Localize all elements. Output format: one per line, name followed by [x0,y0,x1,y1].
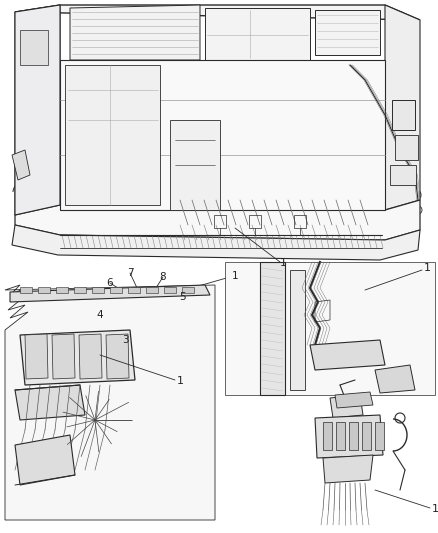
Polygon shape [389,165,415,185]
Polygon shape [65,65,159,205]
Bar [56,287,68,293]
Polygon shape [15,385,85,420]
Bar [164,287,176,293]
Polygon shape [290,270,304,390]
Polygon shape [70,5,200,60]
Polygon shape [322,455,372,483]
Bar [92,287,104,293]
Polygon shape [12,150,30,180]
Bar [20,30,48,65]
Text: 3: 3 [121,335,128,345]
Polygon shape [334,392,372,408]
Polygon shape [384,5,419,210]
Bar [361,422,370,450]
Bar [74,287,86,293]
Polygon shape [52,334,75,379]
Text: 6: 6 [106,278,113,288]
Bar [182,287,194,293]
Text: 7: 7 [127,268,133,278]
Bar [374,422,383,450]
Polygon shape [329,395,362,418]
Polygon shape [12,225,419,260]
Bar [322,422,331,450]
Polygon shape [374,365,414,393]
Polygon shape [5,285,215,520]
Polygon shape [15,435,75,485]
Text: 1: 1 [431,504,438,514]
Bar [38,287,50,293]
Polygon shape [20,330,135,385]
Bar [20,287,32,293]
Polygon shape [25,334,48,379]
Bar [110,287,122,293]
Polygon shape [15,5,419,20]
Polygon shape [309,340,384,370]
Text: 5: 5 [179,292,186,302]
Bar [146,287,158,293]
Text: 8: 8 [159,272,166,282]
Polygon shape [106,334,129,379]
Text: 4: 4 [96,310,103,320]
Text: 1: 1 [423,263,430,273]
Bar [348,422,357,450]
Polygon shape [60,60,384,210]
Polygon shape [15,5,60,215]
Polygon shape [170,120,219,210]
Bar [133,298,157,312]
Text: 1: 1 [176,376,183,386]
Polygon shape [205,8,309,60]
Text: 1: 1 [231,271,238,281]
Bar [335,422,344,450]
Polygon shape [225,262,434,395]
Polygon shape [79,334,102,379]
Polygon shape [391,100,414,130]
Polygon shape [259,262,284,395]
Polygon shape [10,285,209,302]
Polygon shape [15,200,419,240]
Text: 1: 1 [279,258,286,268]
Polygon shape [394,135,417,160]
Polygon shape [15,5,60,215]
Polygon shape [314,415,382,458]
Bar [128,287,140,293]
Polygon shape [314,10,379,55]
